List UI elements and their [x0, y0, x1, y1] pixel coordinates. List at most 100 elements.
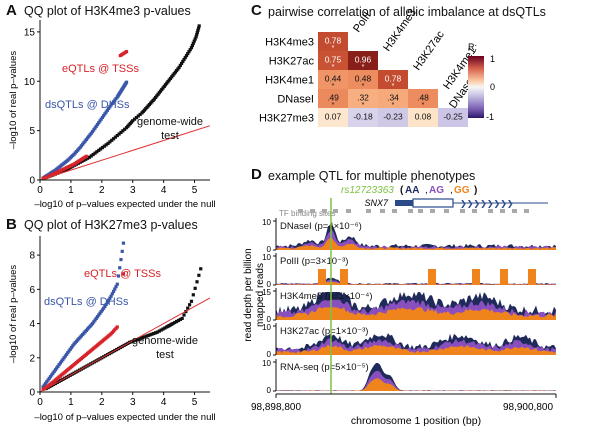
qq-a-point-fill — [123, 127, 127, 131]
qq-b-point-fill — [57, 363, 61, 367]
tf-binding-site — [366, 209, 371, 213]
qq-b-point-fill — [102, 306, 106, 310]
qq-b-point-fill — [186, 306, 190, 310]
heatmap-value-label: 0.78 — [325, 36, 342, 46]
tf-binding-sites — [298, 209, 529, 213]
qq-b-point-fill — [197, 273, 201, 277]
heatmap-cell — [318, 32, 348, 51]
qq-a-point-fill — [119, 130, 123, 135]
qq-b-point-fill — [193, 286, 197, 290]
heatmap-value-label: 0.07 — [325, 112, 342, 122]
qq-a-point-fill — [100, 146, 105, 150]
heatmap-value-label: .49 — [327, 93, 339, 103]
qq-b-point-dsqtl — [109, 294, 113, 298]
dsqtl-label-b: dsQTLs @ DHSs — [44, 296, 129, 308]
colorbar-gradient — [468, 56, 484, 118]
qq-b-point-genome — [146, 333, 150, 338]
track-y-tick-label: 0 — [267, 245, 272, 254]
heatmap-column-label: H3K4me3 — [381, 7, 419, 54]
genome-wide-label-b: genome-wide — [132, 335, 198, 347]
tf-binding-site — [322, 209, 327, 213]
qq-a-point-fill — [108, 105, 112, 109]
qq-a-x-tick-label: 4 — [161, 185, 167, 196]
qq-a-point-fill — [93, 151, 97, 155]
qq-b-point-fill — [98, 311, 102, 315]
tf-binding-site — [408, 209, 413, 213]
qq-a-point-fill — [191, 41, 195, 45]
heatmap-significance-star: * — [332, 45, 335, 52]
qq-a-y-tick-label: 5 — [29, 126, 35, 137]
heatmap-cell — [408, 108, 438, 127]
qq-b-point-fill — [64, 352, 69, 356]
qq-b-y-tick-label: 4 — [29, 319, 35, 330]
tf-binding-site — [524, 209, 529, 213]
qq-a-point-fill — [193, 37, 197, 41]
tf-binding-site — [380, 209, 385, 213]
qq-a-point-fill — [181, 59, 185, 64]
qq-a-point-fill — [195, 33, 199, 37]
qq-b-point-fill — [157, 329, 161, 333]
track-y-tick-label: 10 — [262, 323, 271, 332]
panel-d-title: example QTL for multiple phenotypes — [268, 169, 476, 183]
heatmap-cell — [348, 89, 378, 108]
track-1: 10 0 PolII (p=3×10⁻³) — [262, 253, 556, 289]
qq-b-point-fill — [154, 331, 158, 335]
track-y-tick-label: 0 — [267, 386, 272, 395]
qq-b-x-tick-label: 0 — [37, 397, 43, 408]
track-coverage-gg — [276, 378, 556, 391]
qq-a-point-fill — [190, 43, 194, 48]
heatmap-column-label: PolII — [351, 10, 373, 35]
qq-b-point-fill — [48, 375, 53, 379]
heatmap-cell — [348, 70, 378, 89]
heatmap-value-label: 0.48 — [355, 74, 372, 84]
heatmap-value-label: 0.96 — [355, 55, 372, 65]
qq-a-point-dsqtl — [103, 112, 107, 116]
qq-b-point-fill — [67, 349, 71, 353]
qq-a-point-fill — [84, 157, 88, 161]
track-coverage-ag — [276, 229, 556, 250]
qq-b-point-genome — [189, 299, 194, 303]
qq-b-point-fill — [173, 320, 177, 325]
qq-a-point-fill — [195, 30, 199, 35]
track-name: RNA-seq (p=5×10⁻⁵) — [280, 362, 369, 373]
colorbar-tick-mid: 0 — [490, 82, 495, 92]
tf-binding-site — [512, 209, 517, 213]
tf-binding-site — [298, 209, 303, 213]
tf-binding-site — [460, 209, 465, 213]
qq-a-point-fill — [196, 28, 200, 32]
panel-b-letter: B — [6, 216, 17, 233]
x-tick-label-right: 98,900,800 — [503, 402, 553, 413]
heatmap-value-label: 0.78 — [385, 74, 402, 84]
qq-b-point-fill — [135, 338, 139, 342]
qq-a-point-fill — [192, 39, 196, 43]
qq-b-point-fill — [55, 366, 59, 370]
snp-label: rs12723363 — [341, 185, 394, 196]
alleles-open: ( — [400, 185, 404, 196]
track-y-tick-label: 0 — [267, 350, 272, 359]
track-coverage-gg — [276, 238, 556, 250]
qq-b-point-dsqtl — [103, 304, 107, 309]
qq-b-point-fill — [141, 335, 145, 340]
qq-b-point-fill — [142, 335, 147, 339]
qq-b-point-eqtl — [115, 325, 119, 329]
qq-b-point-fill — [52, 369, 56, 374]
alleles-close: ) — [474, 185, 477, 196]
x-axis-label-b: –log10 of p–values expected under the nu… — [34, 412, 215, 423]
heatmap-value-label: -0.23 — [383, 112, 403, 122]
gene-strand-arrows: ❯❯❯❯❯❯❯❯ — [460, 199, 514, 208]
qq-b-point-fill — [191, 293, 195, 297]
track-y-tick-label: 10 — [262, 218, 271, 227]
qq-b-point-dsqtl — [90, 321, 95, 326]
qq-b-point-fill — [133, 338, 137, 342]
qq-b-y-tick-label: 6 — [29, 285, 35, 296]
qq-b-point-genome — [155, 330, 160, 334]
tf-binding-site — [310, 209, 315, 213]
qq-a-point-fill — [186, 52, 190, 56]
qq-a-point-fill — [80, 159, 84, 163]
track-coverage-ag — [276, 370, 556, 391]
qq-b-point-fill — [144, 334, 148, 338]
heatmap-cell — [378, 108, 408, 127]
heatmap-significance-star: * — [362, 102, 365, 109]
qq-a-point-fill — [117, 132, 121, 136]
qq-a-point-fill — [110, 138, 114, 142]
